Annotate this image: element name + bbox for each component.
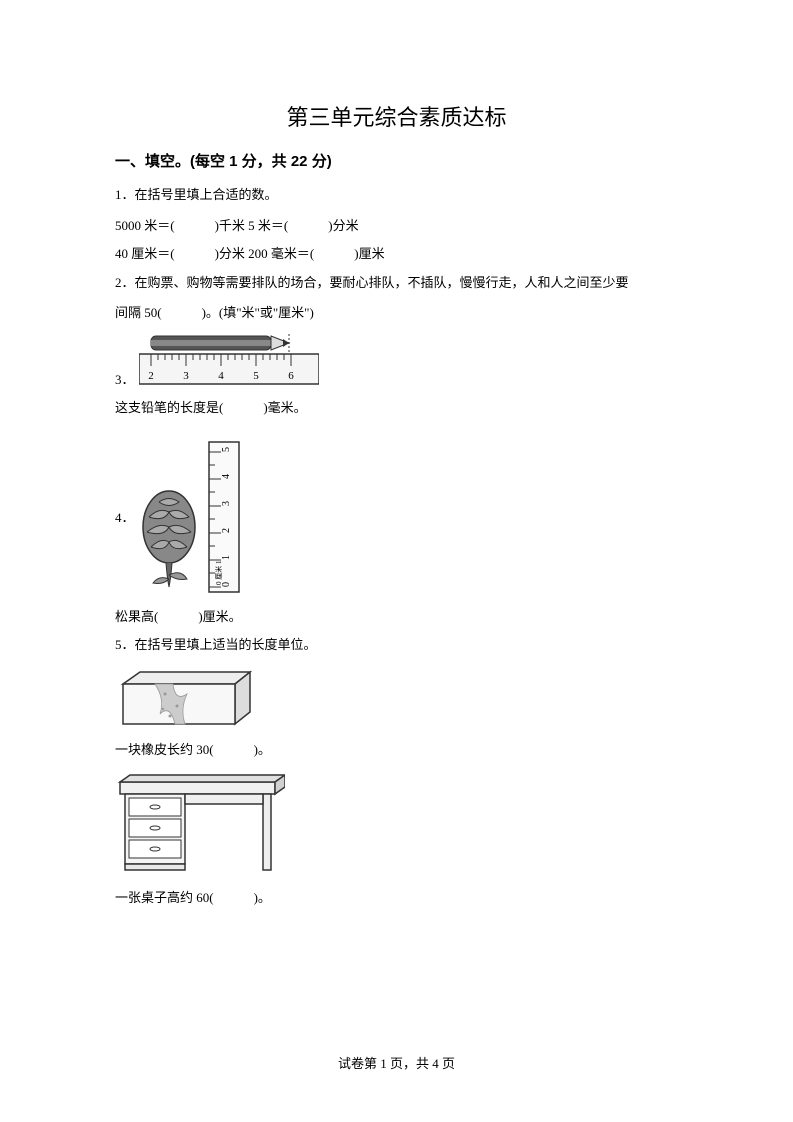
svg-text:0 厘米 1: 0 厘米 1 xyxy=(214,560,223,585)
q4-num: 4． xyxy=(115,507,135,526)
svg-text:2: 2 xyxy=(221,528,232,533)
q4-row: 4． xyxy=(115,437,678,597)
q1-line2: 40 厘米＝( )分米 200 毫米＝( )厘米 xyxy=(115,240,678,269)
q2-line2-b: )。(填"米"或"厘米") xyxy=(202,305,314,320)
q3-num: 3． xyxy=(115,369,135,388)
q5-item1: 一块橡皮长约 30( )。 xyxy=(115,736,678,765)
svg-text:1: 1 xyxy=(221,555,232,560)
q4-cap-a: 松果高( xyxy=(115,609,158,624)
q1-line1: 5000 米＝( )千米 5 米＝( )分米 xyxy=(115,212,678,241)
svg-text:2: 2 xyxy=(148,370,154,382)
svg-text:5: 5 xyxy=(221,447,232,452)
q3-row: 3． xyxy=(115,334,678,388)
q5-item2-b: )。 xyxy=(254,890,271,905)
svg-text:4: 4 xyxy=(221,474,232,479)
svg-text:5: 5 xyxy=(253,370,259,382)
eraser-figure xyxy=(115,664,265,734)
q5-item2-a: 一张桌子高约 60( xyxy=(115,890,214,905)
section-1-header: 一、填空。(每空 1 分，共 22 分) xyxy=(115,150,678,171)
q3-cap-a: 这支铅笔的长度是( xyxy=(115,400,223,415)
q3-caption: 这支铅笔的长度是( )毫米。 xyxy=(115,394,678,423)
q2-line1: 2．在购票、购物等需要排队的场合，要耐心排队，不插队，慢慢行走，人和人之间至少要 xyxy=(115,269,678,298)
svg-text:3: 3 xyxy=(221,501,232,506)
svg-text:3: 3 xyxy=(183,370,189,382)
svg-text:6: 6 xyxy=(288,370,294,382)
q2-line2-a: 间隔 50( xyxy=(115,305,162,320)
q4-cap-b: )厘米。 xyxy=(198,609,241,624)
q5-intro: 5．在括号里填上适当的长度单位。 xyxy=(115,631,678,660)
q1-line2-a: 40 厘米＝( xyxy=(115,246,175,261)
q1-intro: 1．在括号里填上合适的数。 xyxy=(115,181,678,210)
q1-line1-c: )分米 xyxy=(328,218,358,233)
q5-item1-a: 一块橡皮长约 30( xyxy=(115,742,214,757)
q2-line2: 间隔 50( )。(填"米"或"厘米") xyxy=(115,299,678,328)
pencil-ruler-figure: 2 3 4 5 6 xyxy=(139,334,319,388)
page-footer: 试卷第 1 页，共 4 页 xyxy=(0,1053,793,1072)
q1-line1-a: 5000 米＝( xyxy=(115,218,175,233)
pinecone-ruler-figure: 0 1 2 3 4 5 0 厘米 1 xyxy=(139,437,259,597)
q1-line1-b: )千米 5 米＝( xyxy=(215,218,289,233)
q5-item1-b: )。 xyxy=(254,742,271,757)
q3-cap-b: )毫米。 xyxy=(263,400,306,415)
svg-text:4: 4 xyxy=(218,370,224,382)
q1-line2-b: )分米 200 毫米＝( xyxy=(215,246,315,261)
desk-figure xyxy=(115,772,285,882)
q1-line2-c: )厘米 xyxy=(354,246,384,261)
q4-caption: 松果高( )厘米。 xyxy=(115,603,678,632)
page-title: 第三单元综合素质达标 xyxy=(115,100,678,132)
q5-item2: 一张桌子高约 60( )。 xyxy=(115,884,678,913)
